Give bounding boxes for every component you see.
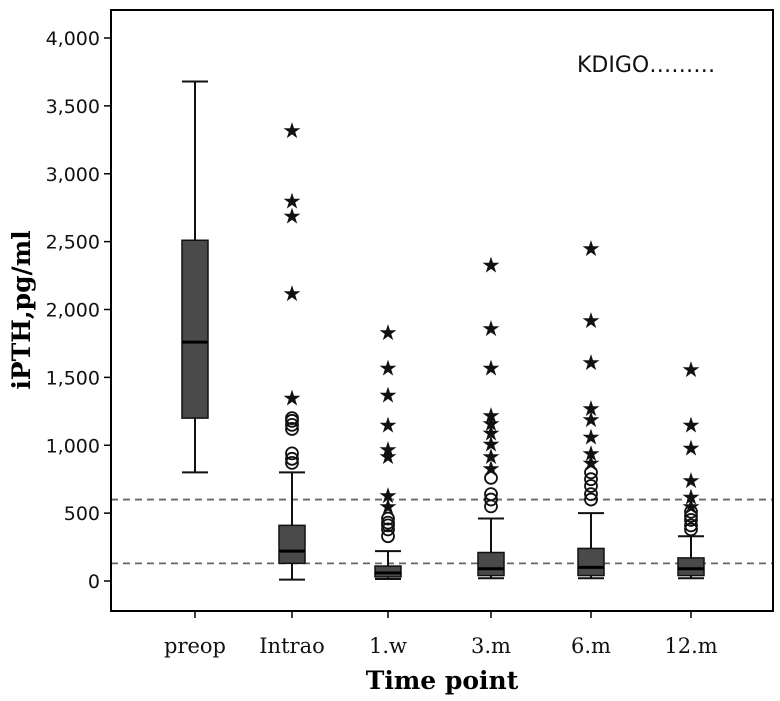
- box-12m: ★★★★★★: [677, 358, 705, 580]
- outlier-point: [484, 492, 498, 507]
- box-6m: ★★★★★★★★: [577, 237, 605, 580]
- box-iqr: [181, 239, 209, 419]
- outlier-point: [381, 515, 395, 530]
- extreme-point: ★: [481, 457, 501, 482]
- extreme-point: ★: [581, 351, 601, 376]
- outlier-point: [584, 492, 598, 507]
- box-iqr: [477, 551, 505, 577]
- x-axis-title: Time point: [366, 666, 519, 695]
- y-tick-label: 2,500: [46, 232, 100, 254]
- extreme-point: ★: [282, 204, 302, 229]
- extreme-point: ★: [378, 321, 398, 346]
- outlier-point: [684, 518, 698, 533]
- y-tick-label: 1,000: [46, 435, 100, 457]
- extreme-point: ★: [481, 433, 501, 458]
- outlier-point: [584, 479, 598, 493]
- outlier-point: [684, 522, 698, 537]
- extreme-point: ★: [378, 384, 398, 409]
- box-iqr: [278, 524, 306, 565]
- y-axis-title: iPTH,pg/ml: [7, 230, 36, 389]
- outlier-point: [285, 417, 299, 432]
- extreme-point: ★: [681, 437, 701, 462]
- outlier-point: [584, 487, 598, 502]
- box-3m: ★★★★★★★★★: [477, 253, 505, 580]
- y-tick-label: 2,000: [46, 300, 100, 322]
- y-tick-label: 4,000: [46, 28, 100, 50]
- box-1w: ★★★★★★★★: [374, 321, 402, 580]
- extreme-point: ★: [681, 485, 701, 510]
- extreme-point: ★: [681, 469, 701, 494]
- outlier-point: [484, 487, 498, 502]
- extreme-point: ★: [282, 190, 302, 215]
- extreme-point: ★: [378, 495, 398, 520]
- extreme-point: ★: [481, 317, 501, 342]
- extreme-point: ★: [378, 484, 398, 509]
- x-tick-label: preop: [164, 634, 226, 658]
- y-tick-label: 500: [64, 503, 100, 525]
- extreme-point: ★: [282, 282, 302, 307]
- y-tick-label: 0: [88, 571, 100, 593]
- x-axis: preop Intrao 1.w 3.m 6.m 12.m: [164, 611, 718, 658]
- x-tick-label: Intrao: [259, 634, 324, 658]
- extreme-point: ★: [481, 422, 501, 447]
- outlier-point: [484, 470, 498, 485]
- extreme-point: ★: [282, 119, 302, 144]
- extreme-point: ★: [378, 414, 398, 439]
- extreme-point: ★: [378, 445, 398, 470]
- outlier-point: [285, 451, 299, 466]
- outlier-point: [684, 504, 698, 519]
- extreme-point: ★: [581, 452, 601, 477]
- outlier-point: [285, 422, 299, 436]
- extreme-point: ★: [481, 412, 501, 437]
- extreme-point: ★: [481, 357, 501, 382]
- extreme-point: ★: [481, 404, 501, 429]
- y-tick-label: 3,000: [46, 164, 100, 186]
- outlier-point: [684, 513, 698, 527]
- extreme-point: ★: [681, 495, 701, 520]
- y-tick-label: 3,500: [46, 96, 100, 118]
- outlier-point: [285, 411, 299, 426]
- box-iqr: [677, 557, 705, 577]
- x-tick-label: 6.m: [571, 634, 611, 658]
- x-tick-label: 1.w: [369, 634, 407, 658]
- extreme-point: ★: [581, 442, 601, 467]
- extreme-point: ★: [581, 309, 601, 334]
- box-series: ★★★★★★★★★★★★★★★★★★★★★★★★★★★★★★★★★★★★: [181, 80, 705, 581]
- y-axis: 0 500 1,000 1,500 2,000 2,500 3,000 3,500 4,000: [46, 28, 111, 593]
- outlier-point: [285, 446, 299, 461]
- extreme-point: ★: [681, 414, 701, 439]
- outlier-point: [584, 465, 598, 480]
- outlier-point: [684, 508, 698, 523]
- extreme-point: ★: [581, 237, 601, 262]
- outlier-point: [381, 529, 395, 544]
- y-tick-label: 1,500: [46, 367, 100, 389]
- x-tick-label: 3.m: [471, 634, 511, 658]
- extreme-point: ★: [681, 358, 701, 383]
- outlier-point: [285, 455, 299, 470]
- extreme-point: ★: [581, 426, 601, 451]
- extreme-point: ★: [378, 438, 398, 463]
- reference-lines: [111, 498, 773, 565]
- outlier-point: [381, 511, 395, 526]
- extreme-point: ★: [581, 408, 601, 433]
- legend-label: KDIGO………: [577, 53, 715, 78]
- extreme-point: ★: [378, 357, 398, 382]
- box-preop: [181, 80, 209, 474]
- box-iqr: [577, 547, 605, 577]
- outlier-point: [584, 472, 598, 487]
- x-tick-label: 12.m: [664, 634, 717, 658]
- extreme-point: ★: [481, 253, 501, 278]
- extreme-point: ★: [581, 397, 601, 422]
- outlier-point: [381, 522, 395, 537]
- box-intrao: ★★★★★: [278, 119, 306, 581]
- plot-frame: [110, 9, 774, 612]
- extreme-point: ★: [282, 386, 302, 411]
- extreme-point: ★: [481, 445, 501, 470]
